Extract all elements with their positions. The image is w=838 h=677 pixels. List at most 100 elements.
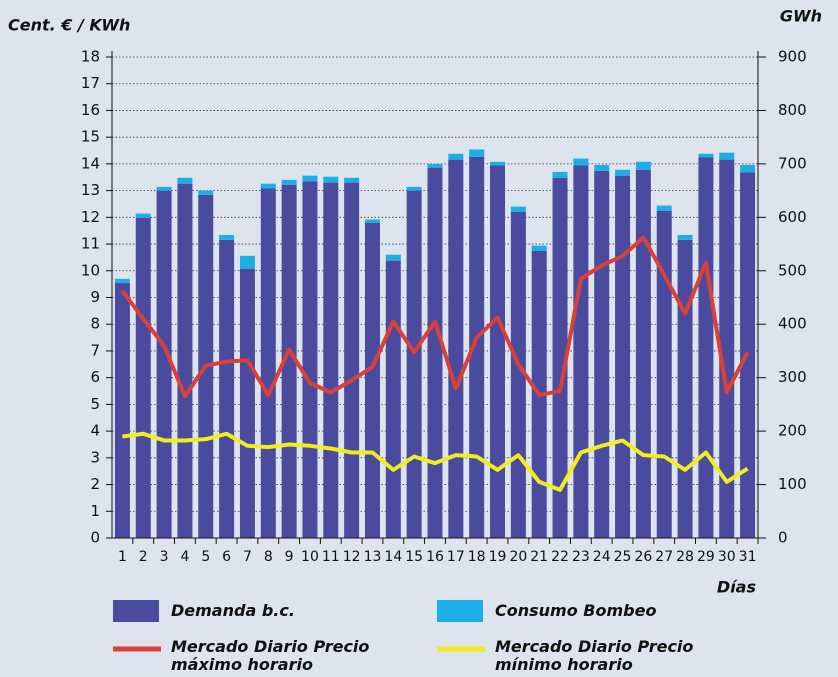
x-tick-label: 28 <box>676 549 694 565</box>
x-tick-label: 21 <box>530 549 548 565</box>
bar-segment <box>490 161 506 166</box>
bar-segment <box>448 159 464 538</box>
line-series <box>120 235 750 399</box>
legend-label: Mercado Diario Precio máximo horario <box>171 637 370 674</box>
bar-segment <box>281 184 297 538</box>
x-tick-label: 27 <box>655 549 673 565</box>
y2-tick-label: 200 <box>778 422 807 440</box>
y-tick-label: 3 <box>90 448 100 466</box>
y-tick-label: 15 <box>81 128 100 146</box>
bar-segment <box>406 190 422 538</box>
legend-label: Demanda b.c. <box>171 601 295 620</box>
x-tick-label: 25 <box>614 549 632 565</box>
bar-segment <box>719 159 735 538</box>
bar-segment <box>156 186 172 191</box>
y-tick-label: 12 <box>81 208 100 226</box>
bar-segment <box>698 157 714 538</box>
bar-segment <box>260 188 276 538</box>
bar-segment <box>302 181 318 538</box>
bar-segment <box>656 210 672 539</box>
y2-tick-label: 800 <box>778 101 807 119</box>
y-tick-label: 11 <box>81 235 100 253</box>
bar-segment <box>635 161 651 170</box>
x-tick-label: 26 <box>634 549 652 565</box>
bar-segment <box>635 169 651 539</box>
bar-segment <box>448 153 464 160</box>
bar-segment <box>698 153 714 158</box>
x-tick-label: 14 <box>384 549 402 565</box>
bar-segment <box>469 156 485 539</box>
x-tick-label: 9 <box>285 549 294 565</box>
bar-segment <box>594 170 610 538</box>
bar-segment <box>573 158 589 166</box>
x-tick-label: 11 <box>322 549 340 565</box>
y2-tick-label: 900 <box>778 48 807 66</box>
bar-segment <box>177 183 193 538</box>
x-tick-label: 6 <box>222 549 231 565</box>
bar-segment <box>427 167 443 538</box>
bar-segment <box>677 239 693 538</box>
bar-segment <box>156 190 172 538</box>
x-tick-label: 12 <box>343 549 361 565</box>
bar-segment <box>406 186 422 191</box>
bar-segment <box>344 182 360 538</box>
y-tick-label: 5 <box>90 395 100 413</box>
y-tick-label: 0 <box>90 529 100 547</box>
bar-segment <box>469 149 485 157</box>
bar-segment <box>573 165 589 538</box>
y2-tick-label: 400 <box>778 315 807 333</box>
y-tick-label: 8 <box>90 315 100 333</box>
legend-label: Mercado Diario Precio mínimo horario <box>495 637 694 674</box>
x-tick-label: 22 <box>551 549 569 565</box>
x-tick-label: 2 <box>139 549 148 565</box>
y-tick-label: 7 <box>90 341 100 359</box>
x-tick-label: 15 <box>405 549 423 565</box>
bar-segment <box>344 177 360 183</box>
legend-label: Consumo Bombeo <box>495 601 657 620</box>
y2-tick-label: 0 <box>778 529 788 547</box>
y-axis-label: Cent. € / KWh <box>8 16 130 35</box>
y-tick-label: 14 <box>81 154 100 172</box>
bar-segment <box>302 175 318 182</box>
x-tick-label: 16 <box>426 549 444 565</box>
y2-tick-label: 300 <box>778 368 807 386</box>
y-tick-label: 1 <box>90 502 100 520</box>
bar-segment <box>594 164 610 171</box>
bar-segment <box>490 165 506 538</box>
bar-segment <box>281 179 297 185</box>
x-tick-label: 4 <box>180 549 189 565</box>
bar-segment <box>385 254 401 261</box>
bar-segment <box>615 169 631 176</box>
bar-segment <box>364 222 380 538</box>
bar-segment <box>552 171 568 178</box>
bar-segment <box>740 164 756 173</box>
bar-segment <box>219 239 235 538</box>
bar-segment <box>198 190 214 195</box>
y2-tick-label: 100 <box>778 475 807 493</box>
bar-segment <box>323 176 339 183</box>
y2-tick-label: 600 <box>778 208 807 226</box>
bar-segment <box>364 219 380 223</box>
x-tick-label: 13 <box>364 549 382 565</box>
line-series <box>122 431 749 492</box>
x-tick-label: 23 <box>572 549 590 565</box>
y-tick-label: 6 <box>90 368 100 386</box>
x-tick-label: 10 <box>301 549 319 565</box>
x-tick-label: 24 <box>593 549 611 565</box>
bar-segment <box>260 183 276 189</box>
y-tick-label: 18 <box>81 48 100 66</box>
bar-segment <box>114 278 130 284</box>
x-tick-label: 5 <box>201 549 210 565</box>
y-tick-label: 10 <box>81 261 100 279</box>
x-tick-label: 1 <box>118 549 127 565</box>
x-tick-label: 8 <box>264 549 273 565</box>
y-tick-label: 2 <box>90 475 100 493</box>
x-tick-label: 3 <box>160 549 169 565</box>
x-axis-label: Días <box>717 578 756 597</box>
bar-segment <box>677 234 693 240</box>
bar-segment <box>239 268 255 538</box>
y-tick-label: 16 <box>81 101 100 119</box>
x-tick-label: 29 <box>697 549 715 565</box>
